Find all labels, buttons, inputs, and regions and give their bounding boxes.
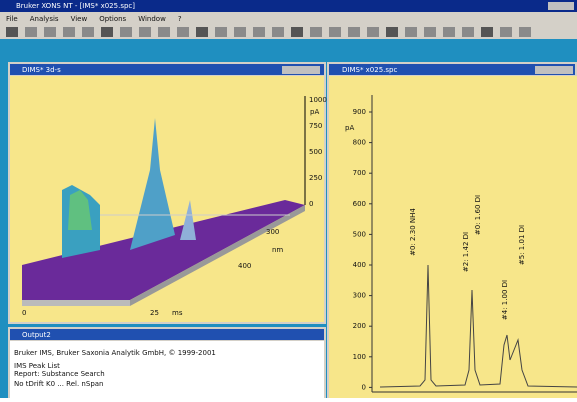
- output-line: Report: Substance Search: [14, 370, 105, 378]
- depth-tick-label: 300: [266, 228, 279, 236]
- window-spectrum-buttons[interactable]: [535, 66, 573, 74]
- tool-button[interactable]: [291, 27, 303, 37]
- peak-label: #4: 1.00 DI: [501, 280, 509, 320]
- tool-button[interactable]: [272, 27, 284, 37]
- menu-item[interactable]: Analysis: [30, 15, 59, 23]
- y-tick-label: 500: [353, 230, 366, 238]
- tool-button[interactable]: [215, 27, 227, 37]
- tool-button[interactable]: [63, 27, 75, 37]
- floor-side: [130, 205, 305, 306]
- tool-button[interactable]: [519, 27, 531, 37]
- depth-tick-label: 400: [238, 262, 251, 270]
- y-tick-label: 100: [353, 353, 366, 361]
- z-tick-label: 250: [309, 174, 322, 182]
- peak-top: [68, 190, 92, 230]
- window-buttons[interactable]: [548, 2, 574, 10]
- window-spectrum-title-bar: [329, 64, 575, 75]
- y-tick-label: 300: [353, 292, 366, 300]
- tool-button[interactable]: [348, 27, 360, 37]
- z-tick-label: 750: [309, 122, 322, 130]
- menu-item[interactable]: ?: [178, 15, 182, 23]
- y-tick-label: 700: [353, 169, 366, 177]
- tool-button[interactable]: [462, 27, 474, 37]
- output-title-bar: [10, 329, 324, 340]
- tool-button[interactable]: [310, 27, 322, 37]
- menu-item[interactable]: Options: [99, 15, 126, 23]
- tool-button[interactable]: [329, 27, 341, 37]
- y-tick-label: 600: [353, 200, 366, 208]
- x-tick-label: 0: [22, 309, 26, 317]
- output-line: Bruker IMS, Bruker Saxonia Analytik GmbH…: [14, 349, 216, 357]
- tool-button[interactable]: [82, 27, 94, 37]
- tool-button[interactable]: [481, 27, 493, 37]
- peak-label: #2: 1.42 DI: [462, 232, 470, 272]
- tool-button[interactable]: [44, 27, 56, 37]
- menu-bar: [0, 12, 577, 25]
- tool-button[interactable]: [25, 27, 37, 37]
- z-tick-label: 1000: [309, 96, 327, 104]
- window-3d-title-bar: [10, 64, 324, 75]
- peak-label: #0: 1.60 DI: [474, 195, 482, 235]
- tool-button[interactable]: [6, 27, 18, 37]
- z-unit: pA: [310, 108, 319, 116]
- tool-button[interactable]: [424, 27, 436, 37]
- menu-item[interactable]: File: [6, 15, 18, 23]
- y-tick-label: 0: [362, 383, 366, 391]
- title-bar: [0, 0, 577, 12]
- app-title: Bruker XONS NT - [IMS* x025.spc]: [16, 2, 135, 10]
- tool-button[interactable]: [177, 27, 189, 37]
- tool-button[interactable]: [500, 27, 512, 37]
- tool-button[interactable]: [196, 27, 208, 37]
- menu-item[interactable]: View: [71, 15, 88, 23]
- floor-edge: [22, 300, 130, 306]
- tool-button[interactable]: [367, 27, 379, 37]
- tool-button[interactable]: [120, 27, 132, 37]
- depth-unit: nm: [272, 246, 283, 254]
- spectrum-line: [379, 264, 577, 388]
- menu-item[interactable]: Window: [138, 15, 166, 23]
- tool-button[interactable]: [158, 27, 170, 37]
- peak-small: [180, 200, 196, 240]
- output-title: Output2: [22, 331, 51, 339]
- y-tick-label: 800: [353, 139, 366, 147]
- tool-button[interactable]: [443, 27, 455, 37]
- floor: [22, 200, 305, 300]
- tool-button[interactable]: [101, 27, 113, 37]
- tool-button[interactable]: [405, 27, 417, 37]
- tool-button[interactable]: [386, 27, 398, 37]
- y-tick-label: 200: [353, 322, 366, 330]
- x-unit: ms: [172, 309, 183, 317]
- z-tick-label: 500: [309, 148, 322, 156]
- output-line: No tDrift K0 ... Rel. nSpan: [14, 380, 103, 388]
- peak-tall: [130, 118, 175, 250]
- window-3d-buttons[interactable]: [282, 66, 320, 74]
- y-tick-label: 400: [353, 261, 366, 269]
- tool-button[interactable]: [253, 27, 265, 37]
- window-spectrum-title: DIMS* x025.spc: [342, 66, 397, 74]
- x-tick-label: 25: [150, 309, 159, 317]
- window-3d-title: DIMS* 3d-s: [22, 66, 61, 74]
- z-tick-label: 0: [309, 200, 313, 208]
- output-area: [10, 341, 324, 398]
- y-tick-label: 900: [353, 108, 366, 116]
- peak-label: #0: 2.30 NH4: [409, 208, 417, 256]
- tool-button[interactable]: [139, 27, 151, 37]
- spectrum-plot: [329, 76, 577, 398]
- output-line: IMS Peak List: [14, 362, 60, 370]
- y-unit: pA: [345, 124, 354, 132]
- peak-label: #5: 1.01 DI: [518, 225, 526, 265]
- tool-button[interactable]: [234, 27, 246, 37]
